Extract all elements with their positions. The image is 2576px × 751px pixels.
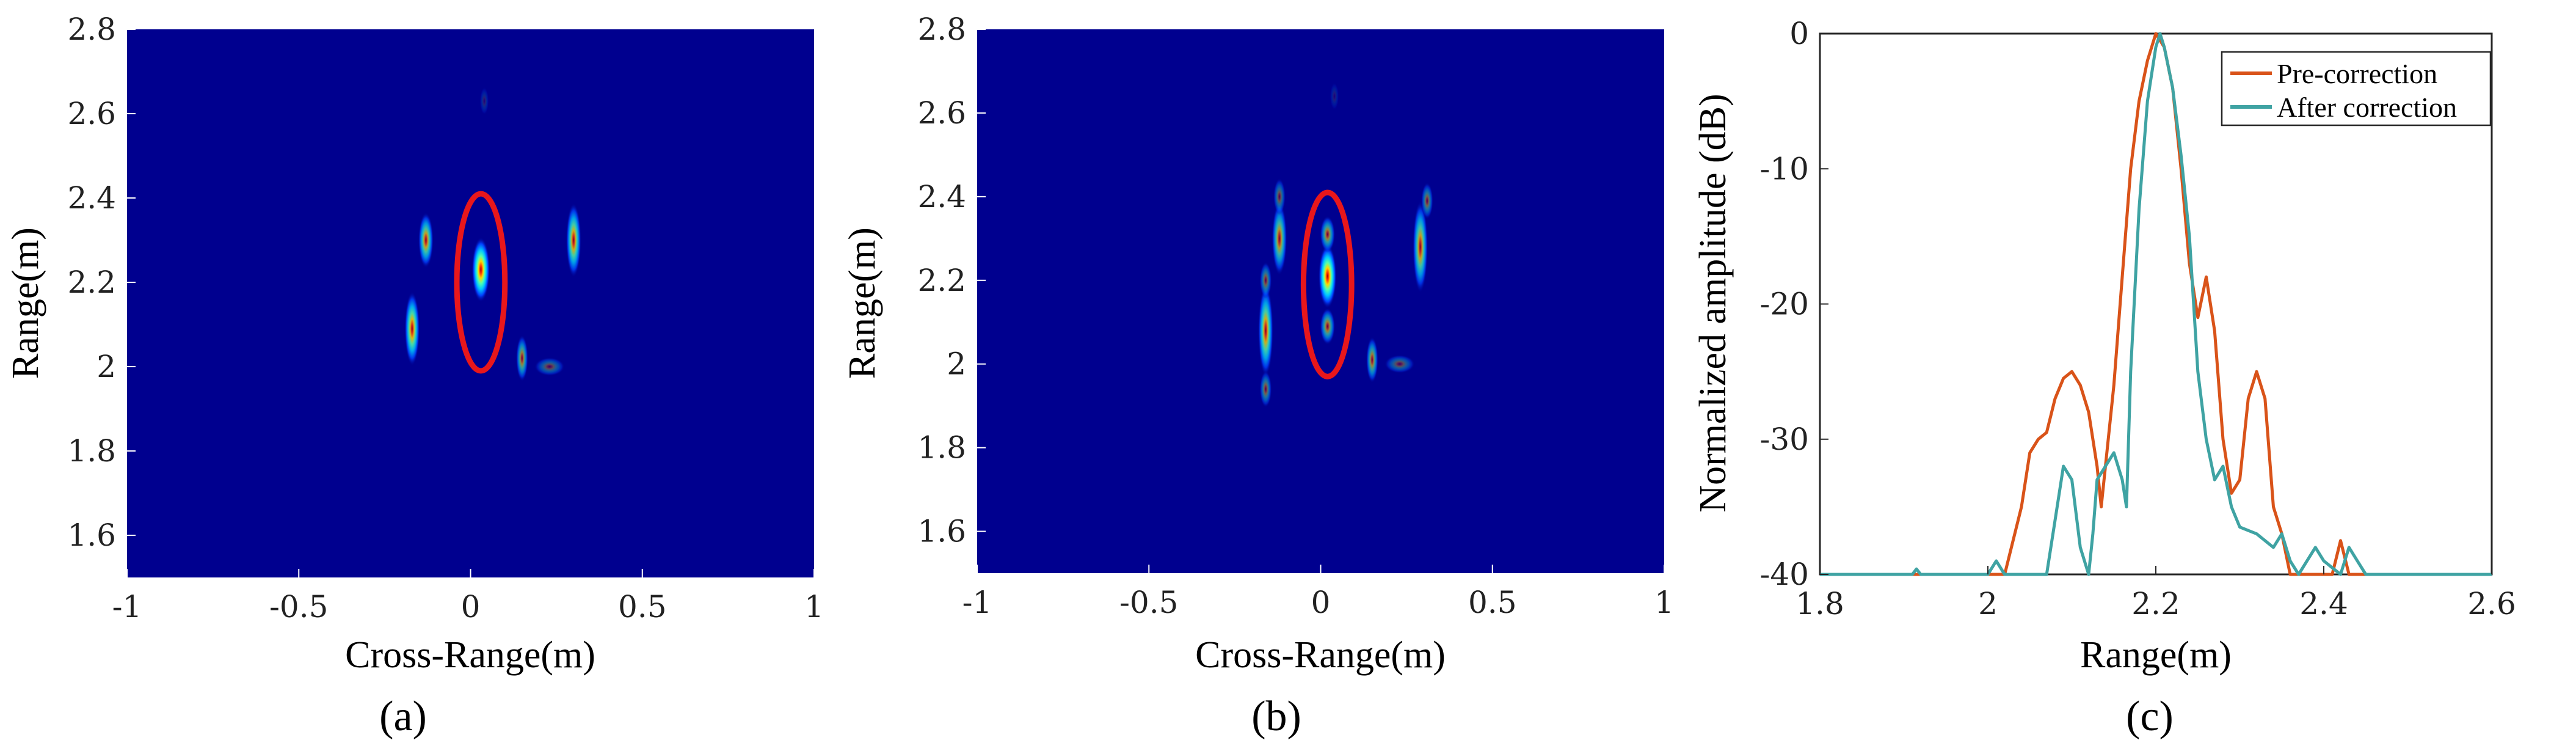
panel-a-x-label: Cross-Range(m) bbox=[345, 634, 595, 676]
panel-a-y-ticks: 1.6 1.8 2 2.2 2.4 2.6 2.8 bbox=[67, 12, 136, 553]
y-tick-label: 2.4 bbox=[67, 180, 116, 216]
y-tick-label: 2.4 bbox=[917, 179, 966, 214]
x-tick-label: -1 bbox=[962, 585, 992, 620]
panel-b-scatterers bbox=[1258, 82, 1433, 408]
panel-c-x-ticks: 1.8 2 2.2 2.4 2.6 bbox=[1796, 566, 2516, 621]
scatterer-blob bbox=[404, 291, 420, 366]
scatterer-blob bbox=[1366, 337, 1378, 383]
scatterer-blob bbox=[1320, 216, 1336, 253]
y-tick-label: -40 bbox=[1759, 557, 1809, 592]
panel-b-plot-area bbox=[977, 29, 1664, 573]
y-tick-label: 1.6 bbox=[67, 518, 116, 553]
panel-b-x-ticks: -1 -0.5 0 0.5 1 bbox=[962, 565, 1674, 620]
y-tick-label: 2.8 bbox=[917, 12, 966, 47]
y-tick-label: -30 bbox=[1759, 422, 1809, 457]
scatterer-blob bbox=[1273, 178, 1286, 215]
y-tick-label: 2.6 bbox=[67, 96, 116, 131]
panel-a-x-ticks: -1 -0.5 0 0.5 1 bbox=[112, 569, 824, 625]
panel-a-plot-area bbox=[127, 29, 814, 577]
panel-a: -1 -0.5 0 0.5 1 1.6 1.8 2 2.2 2.4 2.6 2.8 Cross-Ra… bbox=[5, 12, 824, 740]
x-tick-label: 1 bbox=[804, 589, 824, 625]
scatterer-blob bbox=[515, 335, 528, 382]
y-tick-label: 2 bbox=[947, 346, 966, 382]
y-tick-label: 2.2 bbox=[917, 263, 966, 298]
x-tick-label: 2.4 bbox=[2299, 586, 2348, 621]
y-tick-label: -20 bbox=[1759, 287, 1809, 322]
y-tick-label: 1.8 bbox=[67, 433, 116, 469]
scatterer-blob bbox=[471, 237, 490, 302]
x-tick-label: 2.6 bbox=[2467, 586, 2516, 621]
scatterer-blob bbox=[1320, 307, 1336, 345]
y-tick-label: 1.8 bbox=[917, 430, 966, 466]
panel-c-y-label: Normalized amplitude (dB) bbox=[1692, 93, 1734, 512]
x-tick-label: 0.5 bbox=[1468, 585, 1517, 620]
panel-c-y-ticks: 0 -10 -20 -30 -40 bbox=[1759, 16, 1828, 592]
scatterer-blob bbox=[1413, 200, 1428, 293]
x-tick-label: -0.5 bbox=[1119, 585, 1178, 620]
x-tick-label: 0.5 bbox=[618, 589, 667, 625]
series-line-after-correction bbox=[1820, 32, 2492, 576]
panel-b: -1 -0.5 0 0.5 1 1.6 1.8 2 2.2 2.4 2.6 2.8 Cross-Ra… bbox=[842, 12, 1674, 740]
panel-b-caption: (b) bbox=[1251, 693, 1301, 740]
x-tick-label: -1 bbox=[112, 589, 142, 625]
legend-box bbox=[2221, 51, 2492, 126]
legend-label-pre-correction: Pre-correction bbox=[2277, 58, 2437, 89]
panel-b-highlight-ellipse bbox=[1300, 189, 1355, 379]
panel-a-scatterers bbox=[404, 87, 581, 382]
scatterer-blob bbox=[479, 87, 489, 115]
scatterer-blob bbox=[1318, 244, 1337, 309]
scatterer-blob bbox=[534, 357, 565, 376]
panel-c-x-label: Range(m) bbox=[2080, 634, 2232, 676]
x-tick-label: 1 bbox=[1654, 585, 1674, 620]
scatterer-blob bbox=[1259, 262, 1272, 299]
scatterer-blob bbox=[1258, 284, 1273, 377]
x-tick-label: -0.5 bbox=[269, 589, 328, 625]
panel-b-y-ticks: 1.6 1.8 2 2.2 2.4 2.6 2.8 bbox=[917, 12, 986, 549]
x-tick-label: 2.2 bbox=[2131, 586, 2180, 621]
panel-b-y-label: Range(m) bbox=[842, 227, 883, 379]
legend-label-after-correction: After correction bbox=[2277, 92, 2457, 123]
panel-c: 1.8 2 2.2 2.4 2.6 0 -10 -20 -30 -40 Range(m) Nor… bbox=[1692, 16, 2516, 740]
panel-a-caption: (a) bbox=[379, 693, 427, 740]
panel-b-x-label: Cross-Range(m) bbox=[1195, 634, 1446, 676]
x-tick-label: 0 bbox=[461, 589, 481, 625]
scatterer-blob bbox=[1384, 354, 1415, 373]
panel-c-caption: (c) bbox=[2126, 693, 2174, 740]
panel-a-highlight-ellipse bbox=[454, 191, 508, 374]
panel-c-series bbox=[1820, 32, 2492, 576]
panel-c-legend: Pre-correction After correction bbox=[2221, 51, 2492, 126]
y-tick-label: 2 bbox=[96, 349, 116, 384]
scatterer-blob bbox=[1272, 202, 1287, 276]
y-tick-label: 2.6 bbox=[917, 95, 966, 131]
y-tick-label: 0 bbox=[1789, 16, 1809, 51]
y-tick-label: -10 bbox=[1759, 151, 1809, 186]
y-tick-label: 2.8 bbox=[67, 12, 116, 47]
scatterer-blob bbox=[566, 203, 581, 277]
panel-a-y-label: Range(m) bbox=[5, 227, 46, 379]
scatterer-blob bbox=[1259, 370, 1272, 408]
y-tick-label: 2.2 bbox=[67, 265, 116, 300]
scatterer-blob bbox=[1330, 82, 1339, 111]
y-tick-label: 1.6 bbox=[917, 514, 966, 549]
x-tick-label: 1.8 bbox=[1796, 586, 1844, 621]
x-tick-label: 2 bbox=[1978, 586, 1998, 621]
scatterer-blob bbox=[1421, 182, 1433, 219]
scatterer-blob bbox=[418, 212, 434, 268]
x-tick-label: 0 bbox=[1311, 585, 1331, 620]
series-line-pre-correction bbox=[1820, 32, 2492, 576]
